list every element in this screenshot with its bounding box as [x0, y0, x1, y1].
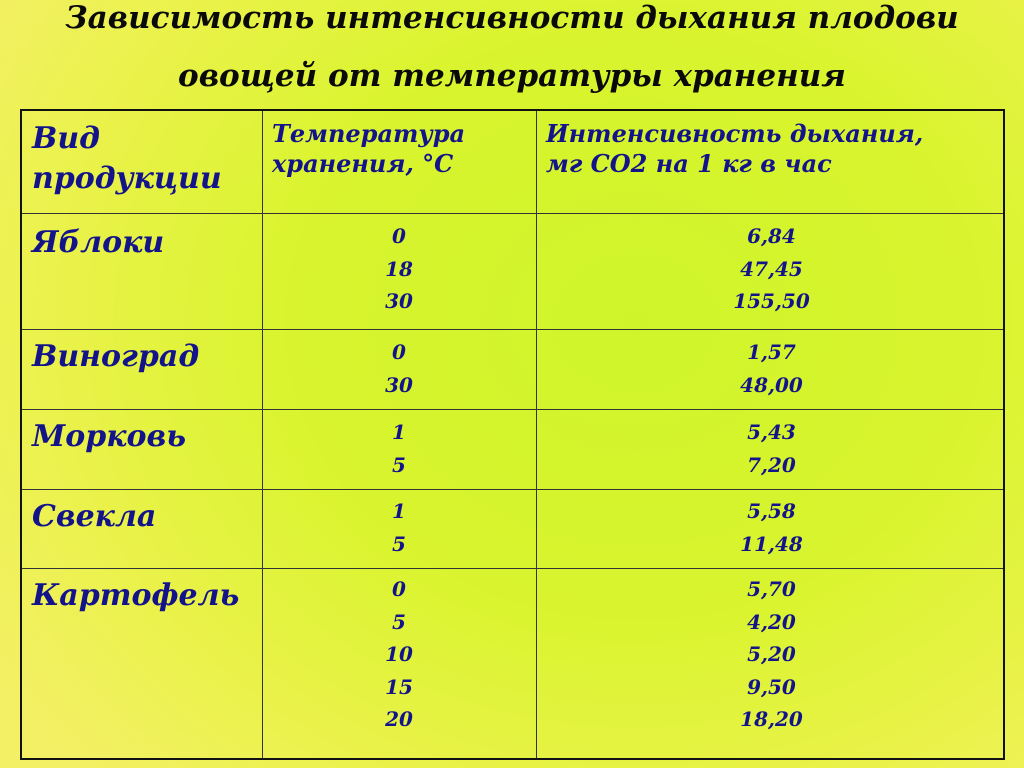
header-intensity: Интенсивность дыхания, мг СО2 на 1 кг в … [546, 119, 923, 179]
header-temperature-line-1: Температура [272, 119, 466, 148]
product-potato: Картофель [32, 578, 240, 613]
title-line-1: Зависимость интенсивности дыхания плодов… [65, 0, 959, 36]
column-divider [536, 111, 537, 758]
header-product: Вид продукции [32, 119, 222, 199]
intensity-cell: 5,43 7,20 [536, 416, 1007, 481]
intensity-value: 4,20 [747, 609, 796, 634]
temperature-value: 18 [385, 256, 413, 281]
temperature-value: 1 [392, 499, 406, 523]
intensity-value: 7,20 [747, 452, 796, 477]
temperature-value: 20 [385, 707, 413, 731]
intensity-value: 155,50 [733, 289, 810, 313]
intensity-value: 5,58 [747, 499, 796, 523]
intensity-value: 5,43 [747, 420, 796, 444]
intensity-value: 1,57 [747, 340, 796, 364]
product-apples: Яблоки [32, 225, 165, 260]
intensity-value: 18,20 [740, 707, 803, 731]
intensity-cell: 1,57 48,00 [536, 336, 1007, 401]
temperature-value: 5 [392, 452, 406, 477]
respiration-table: Вид продукции Температура хранения, °С И… [20, 109, 1005, 760]
temperature-cell: 0 18 30 [262, 220, 536, 318]
temperature-value: 15 [385, 674, 413, 699]
temperature-value: 30 [385, 289, 413, 313]
temperature-value: 1 [392, 420, 406, 444]
temperature-value: 0 [392, 340, 406, 364]
temperature-value: 5 [392, 531, 406, 556]
row-divider [22, 489, 1003, 490]
intensity-value: 47,45 [740, 256, 803, 281]
temperature-cell: 1 5 [262, 495, 536, 560]
header-temperature: Температура хранения, °С [272, 119, 465, 179]
intensity-cell: 5,70 4,20 5,20 9,50 18,20 [536, 573, 1007, 736]
header-intensity-line-2: мг СО2 на 1 кг в час [546, 149, 832, 178]
column-divider [262, 111, 263, 758]
header-product-line-2: продукции [32, 161, 222, 196]
temperature-value: 30 [385, 372, 413, 397]
header-intensity-line-1: Интенсивность дыхания, [546, 119, 924, 148]
intensity-cell: 6,84 47,45 155,50 [536, 220, 1007, 318]
temperature-value: 5 [392, 609, 406, 634]
intensity-value: 5,20 [747, 642, 796, 666]
temperature-cell: 1 5 [262, 416, 536, 481]
intensity-value: 6,84 [747, 224, 796, 248]
intensity-value: 9,50 [747, 674, 796, 699]
intensity-value: 48,00 [740, 372, 803, 397]
row-divider [22, 213, 1003, 214]
product-beet: Свекла [32, 499, 157, 534]
temperature-value: 10 [385, 642, 413, 666]
row-divider [22, 568, 1003, 569]
row-divider [22, 329, 1003, 330]
header-temperature-line-2: хранения, °С [272, 149, 454, 178]
temperature-value: 0 [392, 577, 406, 601]
header-product-line-1: Вид [32, 121, 101, 156]
product-grapes: Виноград [32, 339, 200, 374]
temperature-cell: 0 5 10 15 20 [262, 573, 536, 736]
intensity-value: 11,48 [740, 531, 803, 556]
temperature-value: 0 [392, 224, 406, 248]
intensity-cell: 5,58 11,48 [536, 495, 1007, 560]
intensity-value: 5,70 [747, 577, 796, 601]
product-carrot: Морковь [32, 419, 186, 454]
title-line-2: овощей от температуры хранения [178, 58, 846, 94]
row-divider [22, 409, 1003, 410]
temperature-cell: 0 30 [262, 336, 536, 401]
